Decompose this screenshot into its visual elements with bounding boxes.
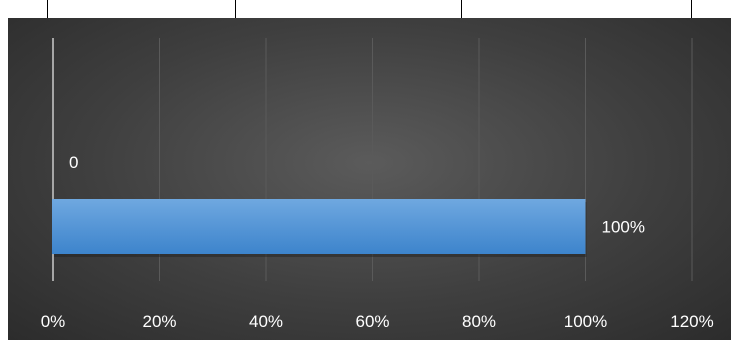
x-tick-label: 100% [564, 312, 607, 331]
x-tick-label: 0% [41, 312, 66, 331]
x-tick-label: 120% [670, 312, 713, 331]
cell-border [691, 0, 692, 18]
cell-border [47, 0, 48, 18]
data-label: 100% [602, 218, 645, 237]
annotation-label: 0 [69, 153, 78, 172]
x-tick-label: 60% [355, 312, 389, 331]
cell-border [235, 0, 236, 18]
bar [52, 199, 586, 254]
x-tick-label: 20% [142, 312, 176, 331]
x-tick-label: 40% [249, 312, 283, 331]
bars [52, 199, 587, 257]
chart-area: 0% 20% 40% 60% 80% 100% 120% 100% 0 [8, 18, 731, 340]
x-tick-label: 80% [462, 312, 496, 331]
bar-chart: 0% 20% 40% 60% 80% 100% 120% 100% 0 [41, 38, 714, 331]
cell-border [461, 0, 462, 18]
top-strip [0, 0, 735, 18]
labels: 0% 20% 40% 60% 80% 100% 120% 100% 0 [41, 153, 714, 331]
